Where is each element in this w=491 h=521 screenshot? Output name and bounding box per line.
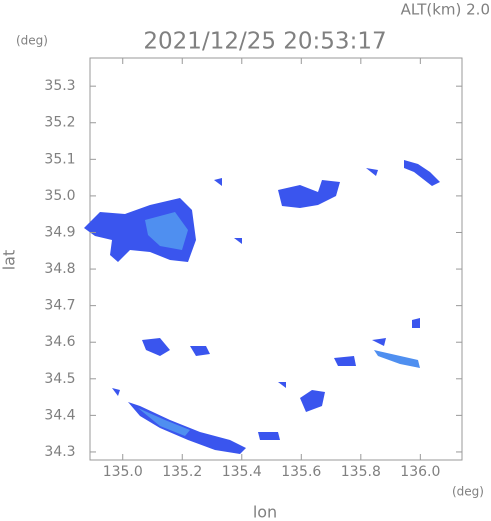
y-tick-label: 34.3 — [44, 444, 75, 460]
y-unit: (deg) — [16, 34, 48, 48]
y-tick-label: 34.9 — [44, 224, 75, 240]
y-tick-label: 34.8 — [44, 261, 75, 277]
y-tick-label: 34.4 — [44, 407, 75, 423]
x-tick-label: 135.8 — [341, 464, 381, 480]
x-tick-label: 135.6 — [281, 464, 321, 480]
y-tick-label: 35.0 — [44, 188, 75, 204]
y-tick-label: 35.1 — [44, 151, 75, 167]
y-tick-label: 35.2 — [44, 115, 75, 131]
x-tick-label: 135.0 — [103, 464, 143, 480]
x-tick-label: 136.0 — [400, 464, 440, 480]
chart-title: 2021/12/25 20:53:17 — [143, 29, 386, 55]
y-tick-label: 34.6 — [44, 334, 75, 350]
y-tick-label: 35.3 — [44, 78, 75, 94]
y-tick-label: 34.7 — [44, 298, 75, 314]
radar-echoes — [84, 160, 440, 454]
x-tick-label: 135.2 — [162, 464, 202, 480]
x-unit: (deg) — [452, 485, 484, 499]
x-tick-label: 135.4 — [222, 464, 262, 480]
plot-frame — [89, 57, 463, 461]
x-axis-label: lon — [253, 503, 277, 521]
y-axis-label: lat — [0, 250, 19, 271]
subtitle: ALT(km) 2.0 — [401, 1, 490, 19]
y-tick-label: 34.5 — [44, 371, 75, 387]
